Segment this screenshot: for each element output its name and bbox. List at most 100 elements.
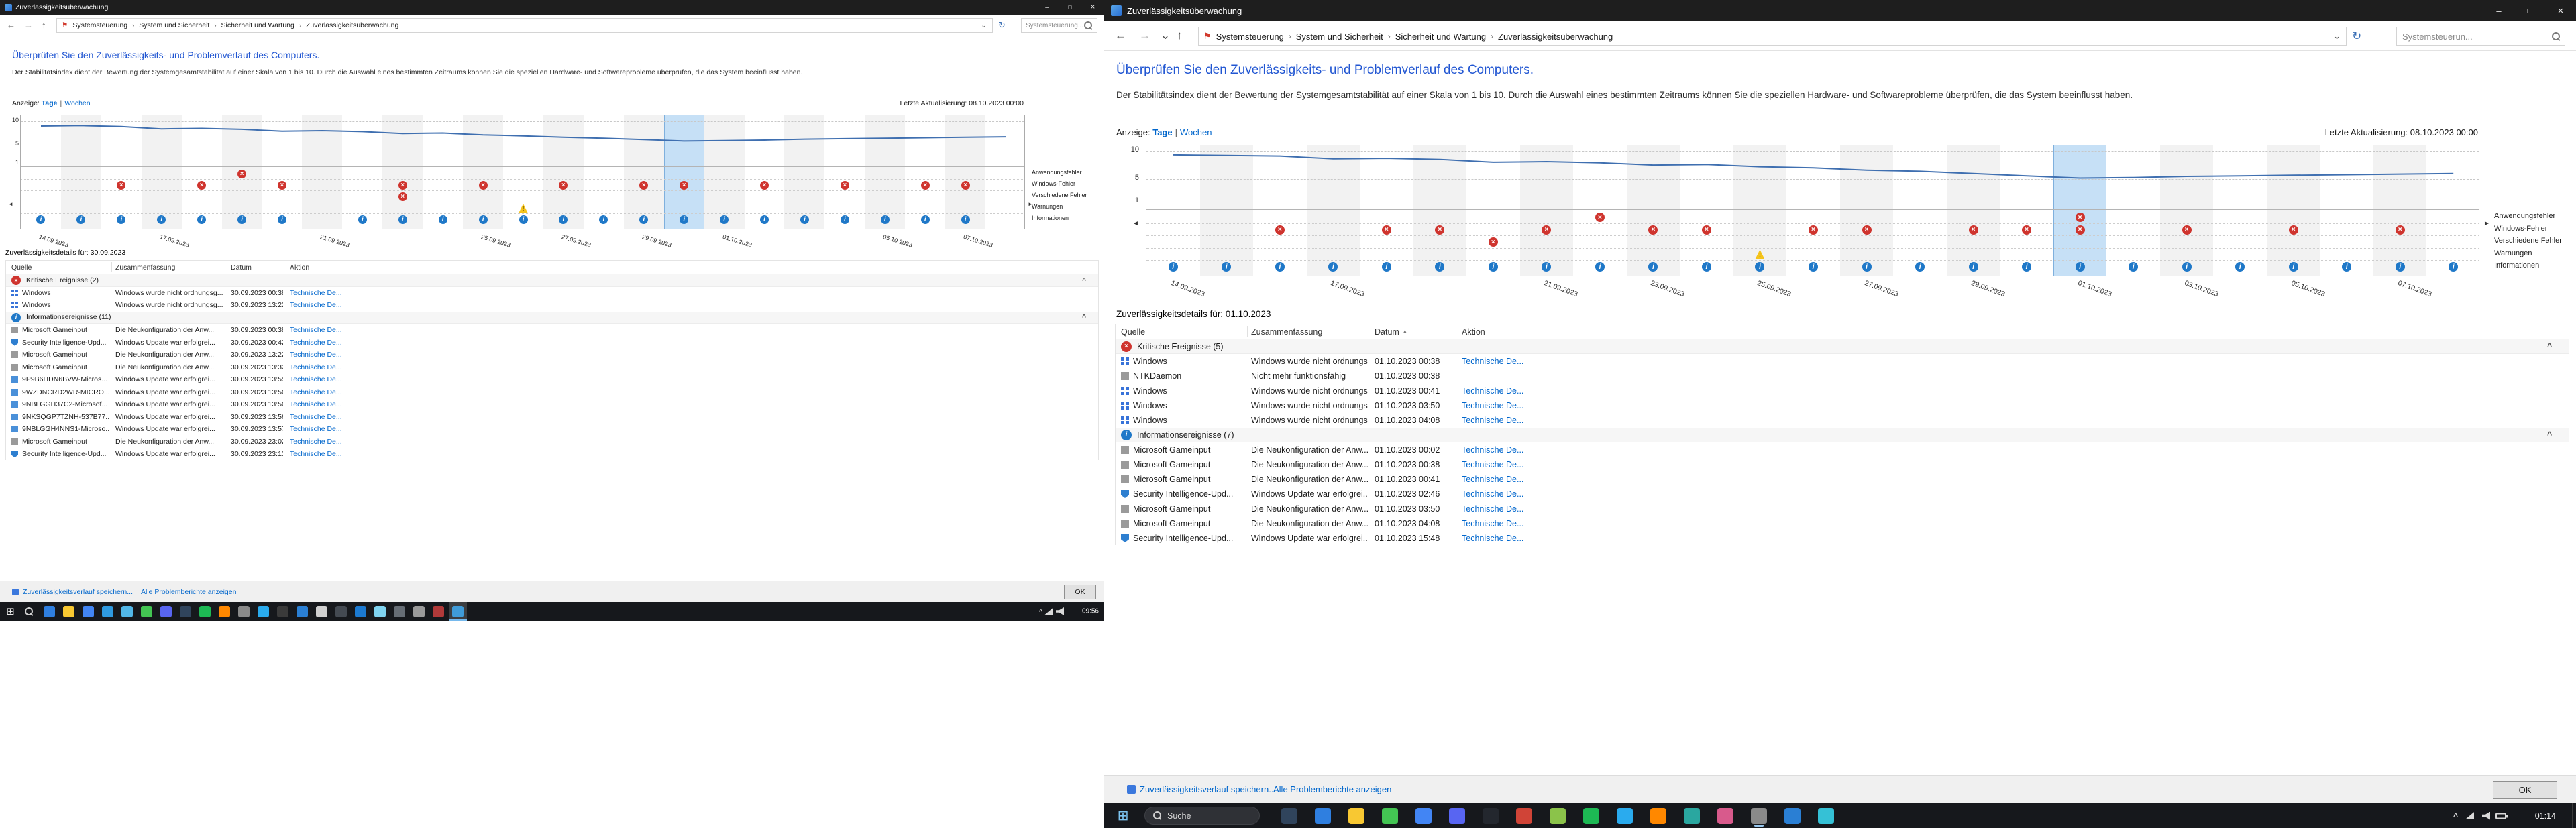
chevron-down-icon[interactable] — [981, 21, 987, 29]
chart-day-column[interactable] — [1626, 145, 1680, 276]
chart-day-column[interactable] — [1519, 145, 1574, 276]
error-event-icon[interactable] — [2288, 225, 2298, 235]
up-icon[interactable] — [42, 20, 46, 30]
event-row[interactable]: Windows Windows wurde nicht ordnungsg... 0… — [1116, 413, 2569, 428]
chart-day-column[interactable] — [1893, 145, 1947, 276]
taskbar-app-icon[interactable] — [157, 602, 175, 621]
chart-day-column[interactable] — [2106, 145, 2160, 276]
taskbar-app-icon[interactable] — [1813, 803, 1839, 828]
error-event-icon[interactable] — [117, 181, 126, 190]
info-event-icon[interactable] — [117, 215, 126, 224]
taskbar-app-icon[interactable] — [449, 602, 467, 621]
chart-day-column[interactable] — [1946, 145, 2000, 276]
error-event-icon[interactable] — [1595, 213, 1605, 222]
chart-day-column[interactable] — [584, 115, 624, 229]
technical-details-link[interactable]: Technische De... — [1462, 401, 1524, 410]
chart-day-column[interactable] — [382, 115, 423, 229]
event-row[interactable]: 9P9B6HDN6BVW-Micros... Windows Update war… — [6, 373, 1098, 386]
chart-day-column[interactable] — [985, 115, 1024, 229]
error-event-icon[interactable] — [840, 181, 849, 190]
chart-day-column[interactable] — [2266, 145, 2320, 276]
chart-day-column[interactable] — [101, 115, 142, 229]
event-row[interactable]: 9NKSQGP7TZNH-537B77... Windows Update war… — [6, 410, 1098, 423]
error-event-icon[interactable] — [1968, 225, 1978, 235]
chart-day-column[interactable] — [865, 115, 906, 229]
error-event-icon[interactable] — [1862, 225, 1872, 235]
info-event-icon[interactable] — [2342, 262, 2352, 272]
info-event-icon[interactable] — [157, 215, 166, 224]
info-event-icon[interactable] — [2235, 262, 2245, 272]
taskbar-app-icon[interactable] — [138, 602, 156, 621]
event-row[interactable]: Security Intelligence-Upd... Windows Upda… — [1116, 487, 2569, 501]
error-event-icon[interactable] — [197, 181, 207, 190]
event-row[interactable]: Security Intelligence-Upd... Windows Upda… — [1116, 531, 2569, 546]
info-event-icon[interactable] — [1435, 262, 1445, 272]
info-event-icon[interactable] — [961, 215, 970, 224]
error-event-icon[interactable] — [1435, 225, 1445, 235]
error-event-icon[interactable] — [2022, 225, 2032, 235]
technical-details-link[interactable]: Technische De... — [1462, 386, 1524, 396]
event-row[interactable]: Microsoft Gameinput Die Neukonfiguration … — [1116, 457, 2569, 472]
chart-day-column[interactable] — [2426, 145, 2479, 276]
info-event-icon[interactable] — [1968, 262, 1978, 272]
event-row[interactable]: Windows Windows wurde nicht ordnungsg... 3… — [6, 286, 1098, 299]
error-event-icon[interactable] — [680, 181, 689, 190]
technical-details-link[interactable]: Technische De... — [1462, 475, 1524, 484]
technical-details-link[interactable]: Technische De... — [1462, 489, 1524, 499]
close-button[interactable] — [1081, 0, 1104, 15]
info-event-icon[interactable] — [1168, 262, 1178, 272]
error-event-icon[interactable] — [1648, 225, 1658, 235]
chart-day-column[interactable] — [1680, 145, 1733, 276]
address-bar[interactable]: Systemsteuerung System und Sicherheit Sich… — [56, 18, 993, 33]
event-row[interactable]: Microsoft Gameinput Die Neukonfiguration … — [1116, 472, 2569, 487]
error-event-icon[interactable] — [1488, 237, 1498, 247]
info-event-icon[interactable] — [559, 215, 568, 224]
ok-button[interactable]: OK — [2493, 781, 2557, 799]
taskbar-app-icon[interactable] — [1611, 803, 1638, 828]
info-event-icon[interactable] — [1701, 262, 1711, 272]
collapse-group-icon[interactable] — [2547, 339, 2552, 353]
technical-details-link[interactable]: Technische De... — [290, 288, 342, 297]
taskbar-app-icon[interactable] — [1511, 803, 1538, 828]
taskbar-app-icon[interactable] — [352, 602, 370, 621]
technical-details-link[interactable]: Technische De... — [290, 351, 342, 359]
taskbar-app-icon[interactable] — [1712, 803, 1739, 828]
event-row[interactable]: Microsoft Gameinput Die Neukonfiguration … — [6, 349, 1098, 361]
chart-day-column[interactable] — [1360, 145, 1413, 276]
chart-day-column[interactable] — [262, 115, 303, 229]
taskbar-app-icon[interactable] — [1746, 803, 1772, 828]
breadcrumb-item[interactable]: Sicherheit und Wartung — [1395, 31, 1487, 42]
taskbar-app-icon[interactable] — [176, 602, 195, 621]
view-days-link[interactable]: Tage — [1152, 127, 1173, 137]
info-event-icon[interactable] — [639, 215, 649, 224]
chart-day-column[interactable] — [745, 115, 785, 229]
chart-day-column[interactable] — [423, 115, 463, 229]
taskbar-app-icon[interactable] — [410, 602, 428, 621]
collapse-group-icon[interactable] — [2547, 428, 2552, 442]
taskbar-app-icon[interactable] — [371, 602, 389, 621]
technical-details-link[interactable]: Technische De... — [290, 400, 342, 409]
info-event-icon[interactable] — [2182, 262, 2192, 272]
error-event-icon[interactable] — [2075, 213, 2085, 222]
chart-day-column[interactable] — [2053, 145, 2107, 276]
up-icon[interactable] — [1177, 29, 1183, 42]
info-event-icon[interactable] — [519, 215, 528, 224]
error-event-icon[interactable] — [2395, 225, 2405, 235]
technical-details-link[interactable]: Technische De... — [1462, 445, 1524, 455]
taskbar-app-icon[interactable] — [1444, 803, 1470, 828]
collapse-group-icon[interactable] — [1082, 312, 1086, 324]
event-group-row[interactable]: Kritische Ereignisse (5) — [1116, 339, 2569, 354]
titlebar[interactable]: Zuverlässigkeitsüberwachung — [1104, 0, 2576, 21]
technical-details-link[interactable]: Technische De... — [290, 450, 342, 459]
error-event-icon[interactable] — [1542, 225, 1552, 235]
technical-details-link[interactable]: Technische De... — [1462, 357, 1524, 366]
taskbar-app-icon[interactable] — [274, 602, 292, 621]
technical-details-link[interactable]: Technische De... — [1462, 534, 1524, 543]
info-event-icon[interactable] — [1595, 262, 1605, 272]
chart-day-column[interactable] — [1146, 145, 1200, 276]
column-header-quelle[interactable]: Quelle — [11, 263, 32, 272]
chart-day-column[interactable] — [463, 115, 504, 229]
info-event-icon[interactable] — [1862, 262, 1872, 272]
breadcrumb-item[interactable]: Zuverlässigkeitsüberwachung — [306, 21, 399, 29]
start-button[interactable] — [1110, 803, 1136, 828]
